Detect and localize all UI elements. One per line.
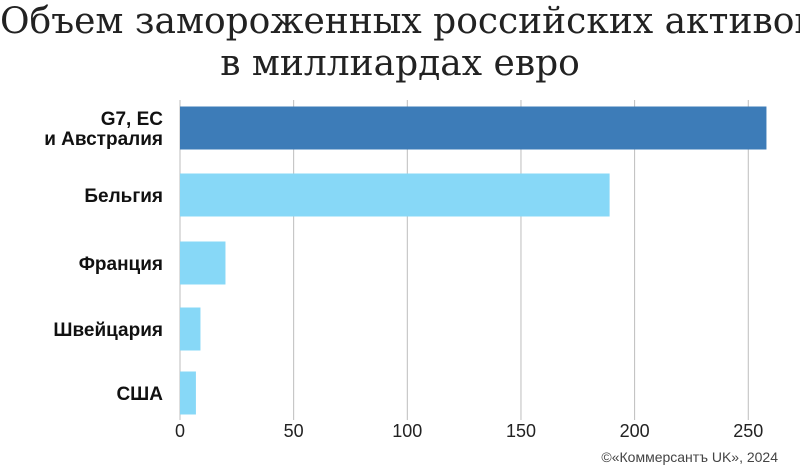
chart-title-line-2: в миллиардах евро [220,43,580,84]
bars [180,106,767,415]
category-label: Франция [79,254,163,275]
x-tick-label: 200 [620,421,650,441]
credit-text: ©«Коммерсантъ UK», 2024 [601,449,778,465]
x-tick-label: 0 [175,421,185,441]
bar [180,371,196,415]
category-label: Бельгия [84,186,163,207]
x-tick-label: 250 [733,421,763,441]
x-tick-label: 100 [392,421,422,441]
category-label: G7, ЕС и Австралия [44,109,163,150]
x-tick-label: 150 [506,421,536,441]
category-labels: G7, ЕС и Австралия Бельгия Франция Швейцария… [44,109,163,405]
bar [180,241,226,285]
chart-title-line-1: Объем замороженных российских активов [0,1,800,42]
bar [180,106,767,150]
bar [180,173,610,217]
category-label: Швейцария [53,320,163,341]
x-tick-labels: 0 50 100 150 200 250 [175,421,763,441]
bar [180,307,201,351]
x-tick-label: 50 [284,421,304,441]
category-label: США [116,384,163,405]
